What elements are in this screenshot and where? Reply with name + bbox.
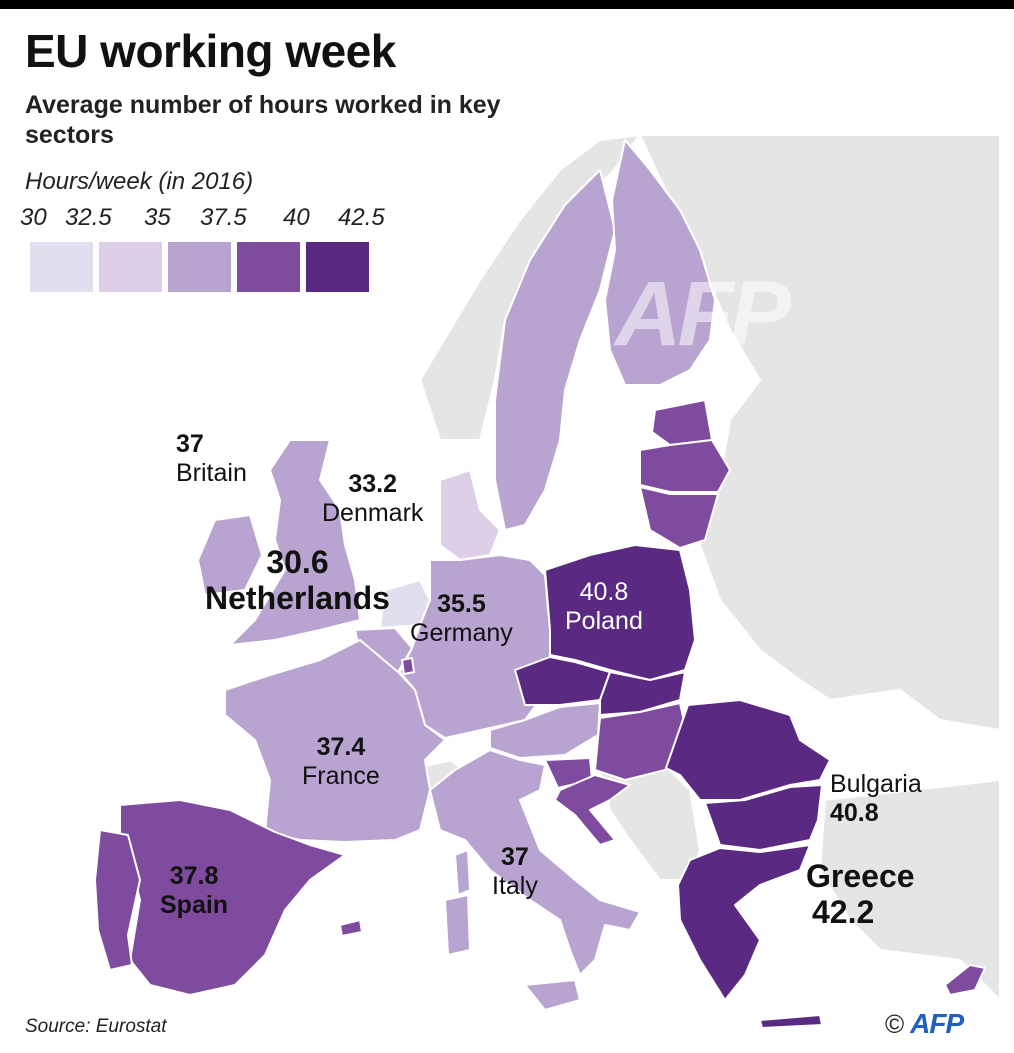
germany-name: Germany xyxy=(410,619,513,647)
germany-value: 35.5 xyxy=(437,590,486,618)
label-denmark: 33.2 Denmark xyxy=(322,470,423,528)
map-subtitle: Average number of hours worked in key se… xyxy=(25,91,501,149)
italy-value: 37 xyxy=(501,843,529,871)
label-netherlands: 30.6 Netherlands xyxy=(205,544,390,616)
britain-name: Britain xyxy=(176,459,247,487)
denmark-name: Denmark xyxy=(322,499,424,527)
sardinia xyxy=(444,894,471,956)
spain-value: 37.8 xyxy=(169,862,219,890)
legend-tick: 42.5 xyxy=(338,204,385,231)
romania xyxy=(665,699,831,801)
non-eu-land xyxy=(408,133,1001,1003)
britain-value: 37 xyxy=(176,430,204,458)
poland-name: Poland xyxy=(565,607,643,635)
bulgaria-value: 40.8 xyxy=(830,799,879,827)
finland xyxy=(604,139,716,386)
bulgaria-shape xyxy=(704,784,823,851)
legend-tick: 30 xyxy=(20,204,47,231)
legend-swatch xyxy=(30,242,93,292)
legend-tick: 32.5 xyxy=(65,204,112,231)
poland-shape xyxy=(544,544,696,681)
label-italy: 37 Italy xyxy=(492,843,538,901)
bulgaria-name: Bulgaria xyxy=(830,770,922,798)
legend-tick: 40 xyxy=(283,204,310,231)
greece-shape xyxy=(677,844,811,1001)
turkey xyxy=(818,778,1001,1003)
latvia xyxy=(639,439,731,493)
netherlands-name: Netherlands xyxy=(205,580,390,616)
sweden xyxy=(494,169,616,531)
denmark-shape xyxy=(439,469,501,561)
hungary xyxy=(594,702,689,781)
italy-name: Italy xyxy=(492,872,538,900)
top-bar xyxy=(0,0,1014,9)
afp-watermark: AFP xyxy=(615,263,791,365)
legend-tick: 37.5 xyxy=(200,204,247,231)
cyprus xyxy=(944,964,986,996)
poland-value: 40.8 xyxy=(579,578,629,606)
denmark-value: 33.2 xyxy=(348,470,398,498)
legend-title: Hours/week (in 2016) xyxy=(25,168,254,195)
afp-logo: AFP xyxy=(910,1008,964,1039)
afp-credit: © AFP xyxy=(885,1008,964,1040)
legend-swatch xyxy=(306,242,369,292)
baleares xyxy=(339,919,363,937)
france-name: France xyxy=(302,762,380,790)
corsica xyxy=(454,849,471,896)
legend-swatches xyxy=(30,242,369,292)
label-bulgaria: Bulgaria 40.8 xyxy=(830,770,922,828)
greece-name: Greece xyxy=(806,858,915,894)
map-title: EU working week xyxy=(25,25,396,77)
ireland xyxy=(197,514,263,596)
russia-east xyxy=(638,134,1001,732)
legend-ticks: 30 32.5 35 37.5 40 42.5 xyxy=(20,204,400,234)
france-value: 37.4 xyxy=(316,733,366,761)
croatia xyxy=(554,774,631,846)
sicily xyxy=(524,979,581,1011)
portugal xyxy=(94,829,141,971)
copyright-symbol: © xyxy=(885,1008,905,1039)
norway xyxy=(418,133,643,441)
label-britain: 37 Britain xyxy=(176,430,247,488)
label-poland: 40.8 Poland xyxy=(565,578,643,636)
label-germany: 35.5 Germany xyxy=(410,590,513,648)
greece-value: 42.2 xyxy=(812,894,875,930)
luxembourg xyxy=(401,657,415,675)
legend-swatch xyxy=(99,242,162,292)
legend-swatch xyxy=(168,242,231,292)
spain-name: Spain xyxy=(160,891,229,919)
netherlands-value: 30.6 xyxy=(266,544,329,580)
estonia xyxy=(651,399,713,446)
lithuania xyxy=(639,486,719,549)
label-greece: Greece 42.2 xyxy=(806,858,915,930)
legend-swatch xyxy=(237,242,300,292)
legend-tick: 35 xyxy=(144,204,171,231)
italy-shape xyxy=(429,749,641,976)
eu-countries xyxy=(94,139,986,1029)
britain-shape xyxy=(229,439,361,646)
crete xyxy=(759,1014,823,1029)
source-note: Source: Eurostat xyxy=(25,1016,167,1037)
label-spain: 37.8 Spain xyxy=(160,862,228,920)
label-france: 37.4 France xyxy=(302,733,380,791)
